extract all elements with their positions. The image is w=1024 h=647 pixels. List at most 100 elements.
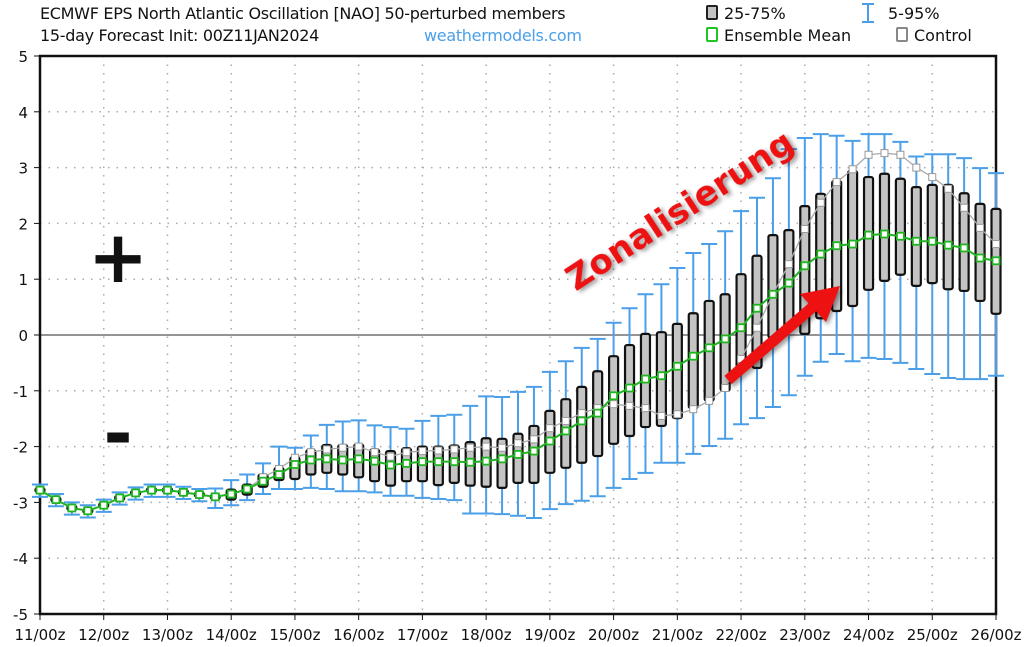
ensemble-mean-point — [51, 495, 61, 505]
ensemble-mean-point — [720, 334, 730, 344]
control-point — [848, 165, 857, 174]
x-tick-label: 17/00z — [397, 626, 448, 644]
x-tick-label: 25/00z — [907, 626, 958, 644]
ensemble-mean-point — [242, 484, 252, 494]
legend-mean-swatch — [706, 27, 718, 42]
control-point — [944, 184, 953, 193]
zonalisierung-annotation: Zonalisierung — [559, 122, 801, 299]
ensemble-mean-point — [449, 457, 459, 467]
control-point — [561, 416, 570, 425]
legend-box-label: 25-75% — [724, 4, 786, 23]
ensemble-mean-point — [832, 241, 842, 251]
control-point — [689, 405, 698, 414]
y-tick-label: 2 — [18, 215, 28, 233]
y-tick-label: -1 — [13, 383, 28, 401]
x-tick-label: 13/00z — [142, 626, 193, 644]
box-25-75 — [687, 312, 699, 410]
legend-mean: Ensemble Mean — [706, 26, 851, 45]
ensemble-mean-point — [513, 450, 523, 459]
ensemble-mean-point — [178, 487, 188, 497]
control-point — [418, 447, 427, 456]
y-tick-label: 5 — [18, 48, 28, 66]
legend-whisker-swatch — [862, 3, 874, 23]
ensemble-mean-point — [593, 408, 603, 418]
y-tick-label: -3 — [13, 494, 28, 512]
y-tick-label: 3 — [18, 160, 28, 178]
control-point — [673, 410, 682, 419]
ensemble-mean-point — [131, 488, 141, 498]
source-link[interactable]: weathermodels.com — [424, 26, 582, 45]
ensemble-mean-point — [147, 485, 156, 495]
legend-control-swatch — [896, 27, 908, 42]
control-point — [386, 452, 395, 461]
ensemble-mean-point — [210, 492, 220, 502]
control-point — [832, 178, 841, 187]
ensemble-mean-point — [736, 323, 746, 333]
x-tick-label: 12/00z — [78, 626, 129, 644]
y-tick-label: -5 — [13, 606, 28, 624]
ensemble-mean-point — [848, 239, 857, 249]
ensemble-mean-point — [975, 253, 985, 263]
control-point — [864, 150, 873, 159]
ensemble-mean-point — [274, 470, 284, 479]
control-point — [657, 411, 666, 420]
x-tick-label: 14/00z — [206, 626, 257, 644]
ensemble-mean-point — [194, 490, 204, 499]
x-tick-label: 11/00z — [14, 626, 65, 644]
x-tick-label: 26/00z — [970, 626, 1021, 644]
legend-control: Control — [896, 26, 972, 45]
arrow-head — [800, 286, 840, 322]
ensemble-mean-point — [545, 436, 555, 446]
ensemble-mean-point — [322, 454, 332, 464]
ensemble-mean-point — [927, 236, 937, 246]
x-tick-label: 21/00z — [652, 626, 703, 644]
control-point — [880, 149, 889, 158]
control-point — [816, 198, 825, 207]
ensemble-mean-point — [672, 361, 682, 371]
control-point — [992, 240, 1000, 249]
control-point — [705, 396, 714, 405]
chart-subtitle: 15-day Forecast Init: 00Z11JAN2024 — [40, 26, 320, 45]
ensemble-mean-point — [816, 249, 826, 259]
legend-whisker-label: 5-95% — [888, 4, 940, 23]
ensemble-mean-point — [354, 454, 364, 464]
x-tick-label: 18/00z — [461, 626, 512, 644]
ensemble-mean-point — [290, 460, 300, 469]
ensemble-mean-point — [258, 476, 268, 486]
ensemble-mean-point — [959, 243, 969, 253]
plus-sign-annotation: + — [88, 215, 148, 299]
legend-box-swatch — [706, 5, 718, 20]
control-point — [514, 439, 522, 448]
box-25-75 — [958, 192, 970, 293]
ensemble-mean-point — [657, 371, 666, 381]
ensemble-mean-point — [497, 454, 507, 464]
legend-control-label: Control — [914, 26, 972, 45]
box-25-75 — [910, 186, 922, 287]
ensemble-mean-point — [896, 231, 905, 241]
control-point — [625, 401, 634, 410]
x-tick-label: 24/00z — [843, 626, 894, 644]
control-point — [338, 443, 347, 452]
ensemble-mean-point — [864, 230, 873, 240]
ensemble-mean-point — [561, 426, 571, 436]
box-25-75 — [846, 169, 859, 308]
ensemble-mean-point — [688, 351, 698, 361]
control-point — [960, 203, 969, 212]
ensemble-mean-point — [370, 456, 380, 466]
ensemble-mean-point — [625, 383, 634, 393]
control-point — [482, 442, 491, 451]
control-point — [896, 150, 905, 159]
ensemble-mean-point — [226, 489, 236, 499]
control-point — [466, 443, 475, 452]
ensemble-mean-point — [704, 343, 714, 353]
control-point — [354, 442, 363, 451]
ensemble-mean-point — [83, 506, 93, 516]
ensemble-mean-point — [386, 460, 395, 470]
ensemble-mean-point — [481, 456, 491, 466]
control-point — [928, 173, 937, 182]
control-point — [498, 443, 507, 452]
control-point — [529, 435, 538, 444]
legend-box: 25-75% — [706, 4, 786, 23]
